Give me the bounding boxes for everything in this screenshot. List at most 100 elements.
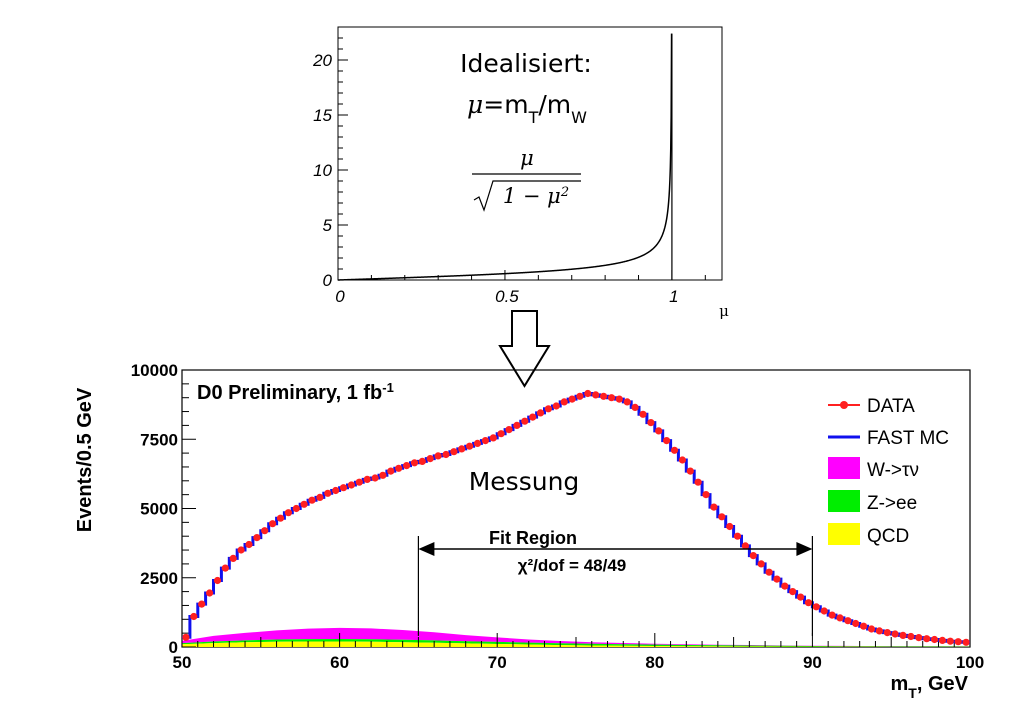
formula-numerator: μ (520, 146, 534, 170)
bottom-y-tick-label: 7500 (140, 430, 178, 449)
data-points (182, 389, 970, 646)
data-point (190, 612, 198, 621)
data-point (221, 564, 229, 572)
data-point (426, 455, 434, 463)
data-point (836, 614, 844, 622)
data-point (639, 410, 647, 418)
band-z-ee (182, 639, 970, 647)
data-point (923, 635, 931, 643)
top-y-tick-label: 15 (313, 106, 332, 125)
top-y-tick-label: 0 (323, 271, 333, 290)
bottom-ylabel: Events/0.5 GeV (74, 387, 96, 532)
data-point (245, 540, 253, 549)
legend-item-wtaunu: W->τν (828, 457, 919, 481)
legend-wtaunu-label: W->τν (867, 460, 919, 481)
data-point (213, 576, 222, 585)
bottom-title-sup: -1 (382, 380, 394, 395)
data-point (489, 434, 497, 442)
data-point (860, 622, 868, 630)
formula-denominator: 1 − μ2 (503, 184, 569, 208)
data-point (481, 437, 489, 445)
data-point (434, 452, 442, 460)
bottom-y-tick-label: 2500 (140, 569, 178, 588)
data-point (552, 402, 560, 410)
top-formula: μ 1 − μ2 (472, 146, 581, 212)
bottom-x-tick-label: 90 (803, 653, 822, 672)
legend-zee-swatch (828, 490, 860, 512)
top-title-mu: μ (467, 90, 483, 119)
bottom-x-tick-label: 70 (488, 653, 507, 672)
legend-qcd-label: QCD (867, 526, 909, 547)
data-point (584, 389, 592, 398)
top-title-eq-m: =m (483, 90, 528, 119)
data-point (710, 503, 718, 511)
data-point (418, 457, 426, 465)
legend-zee-label: Z->ee (867, 493, 917, 514)
data-point (276, 514, 285, 522)
bottom-xlabel-m: m (891, 673, 909, 695)
bottom-x-tick-label: 60 (330, 653, 349, 672)
data-point (450, 448, 458, 456)
data-point (883, 629, 891, 637)
data-point (355, 478, 363, 486)
top-axis-ticks: 0 5 10 15 20 0 0.5 1 (312, 37, 706, 306)
data-point (316, 493, 324, 501)
data-point (647, 419, 655, 427)
top-x-tick-label: 0.5 (495, 287, 519, 306)
data-point (324, 489, 332, 497)
data-point (875, 627, 884, 635)
bottom-x-tick-label: 80 (645, 653, 664, 672)
bottom-y-tick-label: 10000 (131, 361, 178, 380)
bottom-xlabel: mT, GeV (891, 673, 969, 701)
data-point (686, 467, 694, 475)
data-point (229, 554, 237, 563)
data-point (521, 417, 529, 425)
data-point (962, 638, 970, 646)
data-point (237, 546, 245, 554)
data-point (915, 634, 923, 642)
data-point (655, 427, 663, 435)
data-point (410, 459, 419, 467)
data-point (631, 403, 639, 411)
formula-denominator-main: 1 − μ (503, 184, 561, 208)
top-xlabel: μ (719, 302, 729, 320)
data-point (718, 513, 726, 521)
data-point (568, 395, 576, 403)
data-point (663, 437, 671, 445)
data-point (536, 409, 545, 417)
top-plot-frame (337, 26, 723, 281)
data-point (442, 450, 450, 459)
top-title-sub-w: W (571, 108, 587, 127)
legend-wtaunu-swatch (828, 457, 860, 479)
fit-region-label: Fit Region (489, 528, 577, 548)
data-point (867, 625, 876, 633)
bottom-y-tick-label: 5000 (140, 500, 178, 519)
legend-fastmc-label: FAST MC (867, 428, 949, 449)
data-point (844, 617, 852, 625)
data-point (670, 446, 679, 454)
legend-data-label: DATA (867, 396, 915, 417)
data-point (741, 542, 750, 550)
data-point (623, 398, 631, 406)
data-point (749, 552, 757, 560)
legend-item-qcd: QCD (828, 523, 909, 547)
top-title-sub-t: T (528, 108, 539, 127)
top-curve (337, 33, 673, 281)
data-point (505, 426, 513, 434)
legend-item-data: DATA (828, 396, 915, 417)
top-x-tick-label: 1 (669, 287, 678, 306)
data-point (292, 504, 300, 513)
data-point (757, 560, 765, 568)
legend-qcd-swatch (828, 523, 860, 545)
data-point (899, 631, 907, 640)
fit-region-right-arrowhead (796, 542, 813, 556)
formula-denominator-power: 2 (560, 185, 569, 200)
formula-sqrt-sign (473, 180, 581, 212)
chi2-label: χ²/dof = 48/49 (518, 556, 627, 575)
data-point (615, 395, 623, 403)
data-point (694, 478, 702, 486)
top-y-tick-label: 20 (312, 51, 332, 70)
data-point (820, 607, 828, 615)
bottom-x-tick-label: 50 (173, 653, 192, 672)
bottom-title-main: D0 Preliminary, 1 fb (197, 382, 382, 404)
